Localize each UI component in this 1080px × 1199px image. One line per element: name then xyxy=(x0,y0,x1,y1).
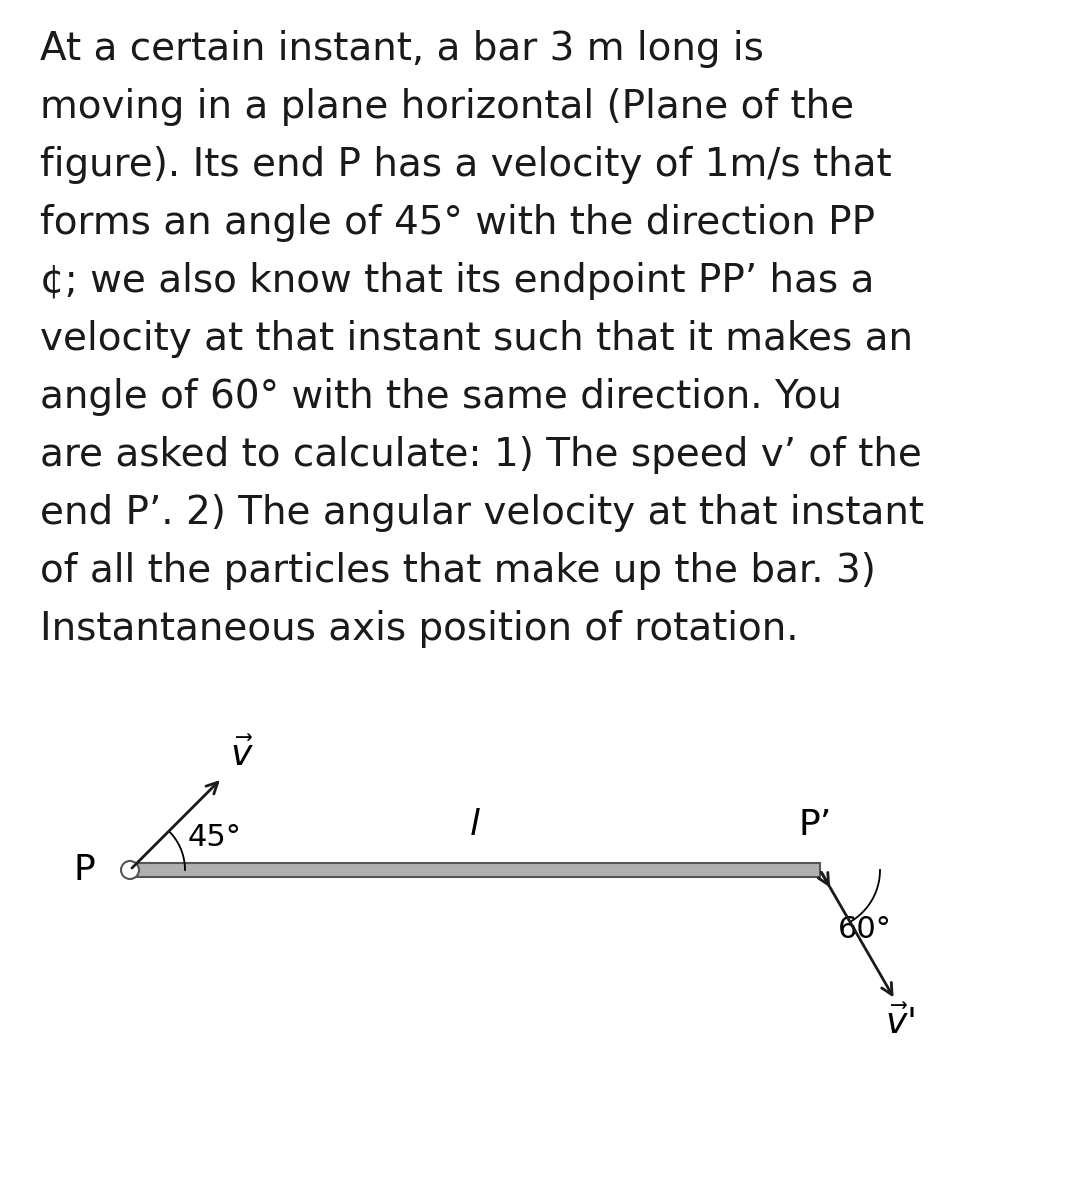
Text: angle of 60° with the same direction. You: angle of 60° with the same direction. Yo… xyxy=(40,378,842,416)
Text: forms an angle of 45° with the direction PP: forms an angle of 45° with the direction… xyxy=(40,204,875,242)
Circle shape xyxy=(121,861,139,879)
Bar xyxy=(130,863,820,876)
Text: are asked to calculate: 1) The speed v’ of the: are asked to calculate: 1) The speed v’ … xyxy=(40,436,922,474)
Text: of all the particles that make up the bar. 3): of all the particles that make up the ba… xyxy=(40,552,876,590)
Text: moving in a plane horizontal (Plane of the: moving in a plane horizontal (Plane of t… xyxy=(40,88,854,126)
Text: Instantaneous axis position of rotation.: Instantaneous axis position of rotation. xyxy=(40,610,798,647)
Text: ¢; we also know that its endpoint PP’ has a: ¢; we also know that its endpoint PP’ ha… xyxy=(40,263,875,300)
Text: P: P xyxy=(73,852,95,887)
Text: 45°: 45° xyxy=(188,823,242,852)
Text: $\vec{v}$: $\vec{v}$ xyxy=(230,737,254,773)
Text: P’: P’ xyxy=(798,808,832,842)
Text: At a certain instant, a bar 3 m long is: At a certain instant, a bar 3 m long is xyxy=(40,30,764,68)
Text: l: l xyxy=(470,808,480,842)
Text: $\vec{v}$': $\vec{v}$' xyxy=(886,1005,915,1041)
Text: velocity at that instant such that it makes an: velocity at that instant such that it ma… xyxy=(40,320,913,359)
Text: figure). Its end P has a velocity of 1m/s that: figure). Its end P has a velocity of 1m/… xyxy=(40,146,892,183)
Text: end P’. 2) The angular velocity at that instant: end P’. 2) The angular velocity at that … xyxy=(40,494,924,532)
Text: 60°: 60° xyxy=(838,915,892,944)
